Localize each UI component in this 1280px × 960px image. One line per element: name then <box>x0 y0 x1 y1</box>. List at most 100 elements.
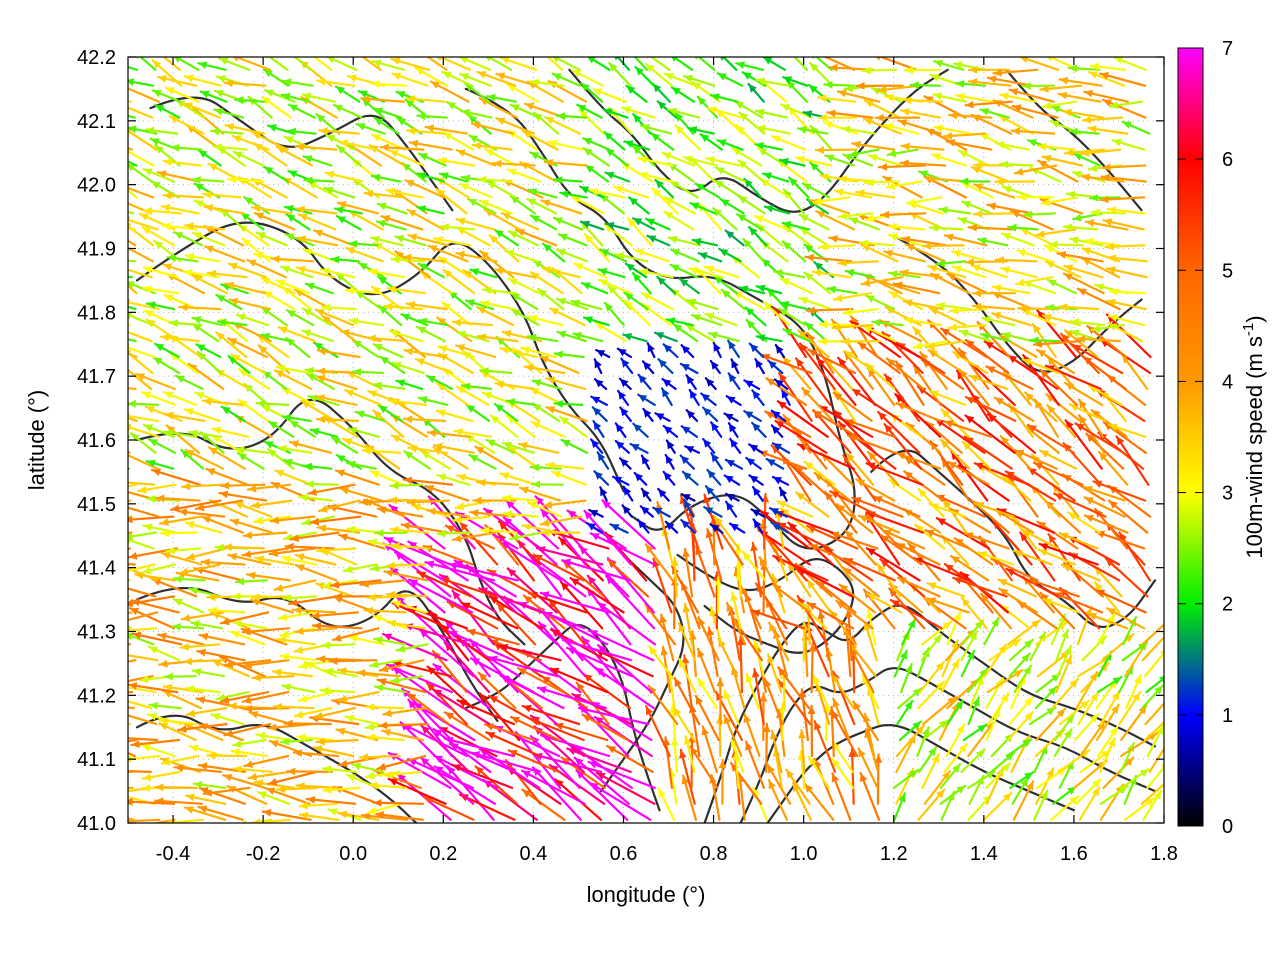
wind-arrow <box>372 799 425 807</box>
wind-arrow-head <box>705 529 714 539</box>
wind-arrow-head <box>379 664 389 673</box>
wind-arrow-shaft <box>889 598 943 630</box>
wind-arrow-head <box>294 710 304 719</box>
wind-arrow <box>383 770 422 779</box>
wind-arrow <box>234 577 268 586</box>
wind-arrow-head <box>660 646 669 656</box>
wind-arrow-head <box>1133 675 1142 685</box>
wind-arrow <box>677 621 697 662</box>
wind-arrow <box>419 756 475 805</box>
wind-arrow <box>949 554 990 582</box>
wind-arrow <box>1099 736 1116 774</box>
wind-arrow <box>960 649 976 678</box>
wind-arrow-head <box>207 751 216 760</box>
wind-arrow-shaft <box>443 641 491 694</box>
wind-arrow-head <box>939 720 948 729</box>
contour-line-15 <box>599 528 685 793</box>
wind-arrow-head <box>899 650 907 660</box>
wind-arrow <box>569 577 625 614</box>
wind-arrow-shaft <box>815 579 857 614</box>
wind-arrow-head <box>100 351 109 359</box>
wind-arrow-head <box>397 773 406 783</box>
wind-arrow-shaft <box>565 646 634 678</box>
wind-arrow-shaft <box>1146 765 1164 790</box>
wind-arrow-shaft <box>529 734 581 790</box>
wind-arrow-head <box>521 770 531 778</box>
wind-arrow-head <box>915 725 924 735</box>
wind-arrow-shaft <box>531 766 582 821</box>
wind-arrow-head <box>731 763 739 772</box>
wind-arrow-shaft <box>444 711 491 742</box>
wind-arrow <box>163 672 197 681</box>
wind-arrow <box>230 748 269 758</box>
wind-arrow <box>1099 690 1121 726</box>
wind-arrow-head <box>1107 608 1117 616</box>
wind-arrow-head <box>313 745 323 753</box>
wind-arrow-head <box>196 696 206 704</box>
wind-arrow <box>255 732 292 742</box>
wind-arrow-shaft <box>128 611 133 615</box>
wind-arrow <box>376 678 427 694</box>
wind-arrow-head <box>991 558 1001 566</box>
wind-arrow <box>276 636 316 646</box>
wind-arrow-head <box>951 556 960 564</box>
wind-arrow <box>521 788 566 821</box>
wind-arrow-shaft <box>594 666 655 710</box>
wind-arrow-head <box>128 451 129 452</box>
wind-arrow-head <box>498 533 507 543</box>
wind-arrow <box>723 714 743 758</box>
wind-arrow-head <box>338 694 348 703</box>
wind-arrow-head <box>807 602 817 611</box>
wind-arrow <box>424 560 496 582</box>
wind-arrow <box>926 597 970 614</box>
wind-arrow-head <box>645 544 654 554</box>
wind-arrow-head <box>224 660 234 669</box>
wind-arrow-shaft <box>418 628 475 678</box>
contour-line-0 <box>135 221 625 493</box>
wind-arrow <box>893 649 908 678</box>
wind-arrow-head <box>141 744 151 752</box>
wind-arrow-shaft <box>376 678 427 694</box>
wind-arrow <box>128 722 131 726</box>
wind-arrow-head <box>1064 655 1072 665</box>
wind-arrow <box>128 627 158 632</box>
wind-arrow <box>188 744 226 758</box>
wind-arrow-head <box>98 406 107 413</box>
wind-arrow <box>297 659 334 670</box>
wind-arrow-head <box>1124 757 1134 767</box>
wind-arrow <box>232 738 267 748</box>
wind-arrow <box>741 550 767 582</box>
wind-arrow-head <box>220 696 230 704</box>
wind-arrow <box>1008 696 1034 726</box>
wind-arrow-head <box>379 721 388 730</box>
wind-arrow-head <box>1153 790 1162 800</box>
wind-arrow-shaft <box>594 648 654 678</box>
wind-arrow-shaft <box>128 802 132 806</box>
wind-arrow-head <box>268 778 278 786</box>
wind-arrow-shaft <box>588 781 652 821</box>
wind-arrow-head <box>390 566 399 576</box>
wind-arrow-head <box>1107 738 1115 748</box>
wind-arrow <box>1012 780 1035 821</box>
wind-arrow-head <box>1138 705 1147 715</box>
wind-arrow-shaft <box>402 723 468 758</box>
wind-arrow-shaft <box>1027 578 1080 598</box>
wind-arrow <box>356 669 402 678</box>
wind-arrow <box>573 756 630 805</box>
wind-arrow <box>1050 795 1080 821</box>
wind-arrow <box>128 595 175 608</box>
wind-arrow <box>606 744 654 774</box>
wind-arrow <box>1097 725 1119 758</box>
wind-arrow-head <box>178 725 187 733</box>
wind-arrow-head <box>192 668 202 676</box>
wind-arrow <box>960 630 978 662</box>
wind-arrow <box>940 658 961 694</box>
wind-arrow-head <box>570 578 580 586</box>
wind-arrow-head <box>343 565 353 574</box>
wind-arrow-head <box>843 567 852 576</box>
wind-arrow-head <box>813 675 821 685</box>
wind-arrow <box>294 627 338 635</box>
wind-arrow <box>716 677 725 726</box>
wind-arrow-head <box>814 721 822 731</box>
wind-arrow-shaft <box>587 760 656 790</box>
